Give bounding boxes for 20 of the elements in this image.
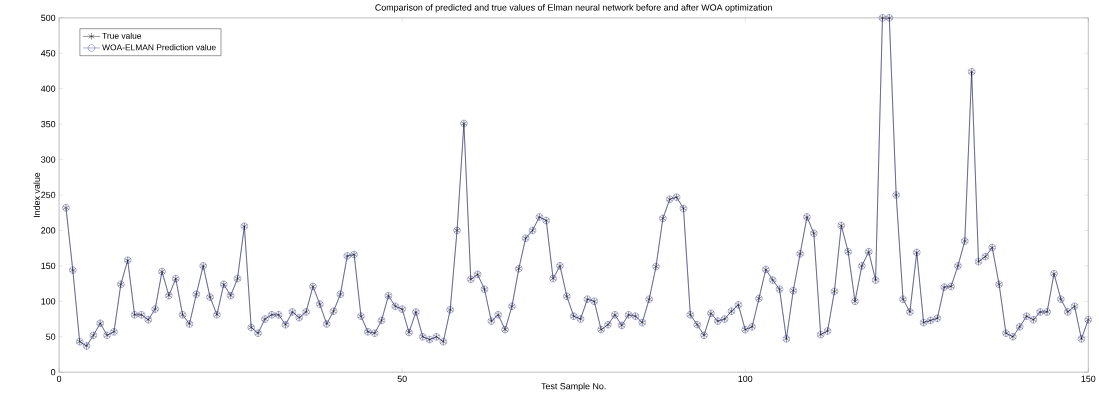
y-tick-label: 250: [41, 191, 56, 199]
y-tick-label: 450: [40, 50, 56, 57]
y-tick-label: 50: [46, 333, 56, 340]
y-tick-label: 350: [41, 121, 56, 128]
x-axis-title: Test Sample No.: [541, 382, 606, 392]
y-tick-label: 100: [41, 298, 56, 305]
y-tick-label: 150: [41, 262, 56, 270]
chart-title: Comparison of predicted and true values of Elman neural network before and after WOA optimization: [375, 4, 772, 13]
y-tick-label: 300: [41, 156, 56, 163]
legend-label: WOA-ELMAN Prediction value: [102, 44, 216, 51]
legend-label: True value: [102, 32, 142, 39]
y-tick-label: 0: [50, 369, 56, 376]
x-tick-label: 0: [56, 375, 62, 383]
y-axis-title: Index value: [33, 172, 40, 218]
y-tick-label: 400: [40, 85, 56, 92]
y-tick-label: 500: [41, 14, 56, 22]
x-tick-label: 100: [738, 375, 753, 383]
y-tick-label: 200: [41, 227, 56, 234]
x-tick-label: 150: [1081, 375, 1096, 383]
x-tick-label: 50: [397, 375, 407, 383]
